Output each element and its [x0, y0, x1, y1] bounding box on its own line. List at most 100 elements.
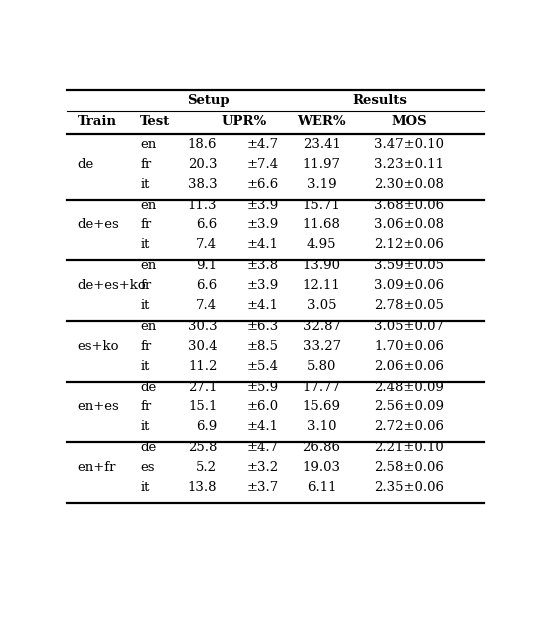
- Text: 19.03: 19.03: [302, 461, 341, 474]
- Text: 2.48±0.09: 2.48±0.09: [374, 380, 444, 394]
- Text: 3.47±0.10: 3.47±0.10: [374, 138, 444, 151]
- Text: 15.69: 15.69: [302, 401, 341, 413]
- Text: ±4.1: ±4.1: [246, 239, 279, 251]
- Text: 2.78±0.05: 2.78±0.05: [374, 299, 444, 312]
- Text: 13.90: 13.90: [302, 259, 341, 272]
- Text: ±3.9: ±3.9: [246, 218, 279, 232]
- Text: Test: Test: [140, 115, 171, 128]
- Text: ±3.2: ±3.2: [246, 461, 279, 474]
- Text: ±3.7: ±3.7: [246, 481, 279, 494]
- Text: en: en: [140, 198, 157, 212]
- Text: 6.11: 6.11: [307, 481, 336, 494]
- Text: 11.3: 11.3: [188, 198, 217, 212]
- Text: en+fr: en+fr: [77, 461, 116, 474]
- Text: 2.58±0.06: 2.58±0.06: [374, 461, 444, 474]
- Text: 3.19: 3.19: [307, 178, 336, 191]
- Text: 2.72±0.06: 2.72±0.06: [374, 420, 444, 433]
- Text: 2.06±0.06: 2.06±0.06: [374, 360, 444, 373]
- Text: ±4.7: ±4.7: [246, 138, 279, 151]
- Text: 15.1: 15.1: [188, 401, 217, 413]
- Text: 2.56±0.09: 2.56±0.09: [374, 401, 444, 413]
- Text: 23.41: 23.41: [303, 138, 341, 151]
- Text: ±4.1: ±4.1: [246, 299, 279, 312]
- Text: 6.6: 6.6: [196, 279, 217, 292]
- Text: ±3.8: ±3.8: [246, 259, 279, 272]
- Text: de: de: [140, 380, 157, 394]
- Text: 6.6: 6.6: [196, 218, 217, 232]
- Text: 3.05: 3.05: [307, 299, 336, 312]
- Text: ±6.3: ±6.3: [246, 320, 279, 333]
- Text: ±7.4: ±7.4: [246, 158, 279, 171]
- Text: de: de: [140, 441, 157, 454]
- Text: 33.27: 33.27: [302, 340, 341, 353]
- Text: ±4.1: ±4.1: [246, 420, 279, 433]
- Text: 25.8: 25.8: [188, 441, 217, 454]
- Text: Results: Results: [352, 94, 407, 107]
- Text: 18.6: 18.6: [188, 138, 217, 151]
- Text: 7.4: 7.4: [196, 239, 217, 251]
- Text: 9.1: 9.1: [196, 259, 217, 272]
- Text: 30.4: 30.4: [188, 340, 217, 353]
- Text: 2.30±0.08: 2.30±0.08: [374, 178, 444, 191]
- Text: es: es: [140, 461, 155, 474]
- Text: MOS: MOS: [391, 115, 427, 128]
- Text: 3.68±0.06: 3.68±0.06: [374, 198, 444, 212]
- Text: 3.05±0.07: 3.05±0.07: [374, 320, 444, 333]
- Text: ±4.7: ±4.7: [246, 441, 279, 454]
- Text: 2.12±0.06: 2.12±0.06: [374, 239, 444, 251]
- Text: es+ko: es+ko: [77, 340, 119, 353]
- Text: ±8.5: ±8.5: [246, 340, 279, 353]
- Text: ±3.9: ±3.9: [246, 198, 279, 212]
- Text: ±5.4: ±5.4: [246, 360, 279, 373]
- Text: 3.09±0.06: 3.09±0.06: [374, 279, 444, 292]
- Text: 3.10: 3.10: [307, 420, 336, 433]
- Text: 27.1: 27.1: [188, 380, 217, 394]
- Text: 4.95: 4.95: [307, 239, 336, 251]
- Text: WER%: WER%: [298, 115, 346, 128]
- Text: en: en: [140, 320, 157, 333]
- Text: 5.80: 5.80: [307, 360, 336, 373]
- Text: ±6.0: ±6.0: [246, 401, 279, 413]
- Text: 30.3: 30.3: [188, 320, 217, 333]
- Text: de: de: [77, 158, 94, 171]
- Text: 13.8: 13.8: [188, 481, 217, 494]
- Text: 3.59±0.05: 3.59±0.05: [374, 259, 444, 272]
- Text: UPR%: UPR%: [222, 115, 267, 128]
- Text: de+es+ko: de+es+ko: [77, 279, 146, 292]
- Text: 11.68: 11.68: [303, 218, 341, 232]
- Text: en: en: [140, 138, 157, 151]
- Text: 7.4: 7.4: [196, 299, 217, 312]
- Text: 15.71: 15.71: [303, 198, 341, 212]
- Text: it: it: [140, 299, 150, 312]
- Text: Train: Train: [77, 115, 117, 128]
- Text: 26.86: 26.86: [302, 441, 341, 454]
- Text: 2.21±0.10: 2.21±0.10: [374, 441, 444, 454]
- Text: 6.9: 6.9: [196, 420, 217, 433]
- Text: it: it: [140, 239, 150, 251]
- Text: 38.3: 38.3: [188, 178, 217, 191]
- Text: it: it: [140, 481, 150, 494]
- Text: fr: fr: [140, 158, 152, 171]
- Text: it: it: [140, 420, 150, 433]
- Text: en+es: en+es: [77, 401, 119, 413]
- Text: 2.35±0.06: 2.35±0.06: [374, 481, 444, 494]
- Text: 1.70±0.06: 1.70±0.06: [374, 340, 444, 353]
- Text: fr: fr: [140, 279, 152, 292]
- Text: fr: fr: [140, 218, 152, 232]
- Text: Setup: Setup: [187, 94, 229, 107]
- Text: 12.11: 12.11: [303, 279, 341, 292]
- Text: 11.2: 11.2: [188, 360, 217, 373]
- Text: 17.77: 17.77: [302, 380, 341, 394]
- Text: 5.2: 5.2: [196, 461, 217, 474]
- Text: de+es: de+es: [77, 218, 119, 232]
- Text: en: en: [140, 259, 157, 272]
- Text: 32.87: 32.87: [302, 320, 341, 333]
- Text: 11.97: 11.97: [302, 158, 341, 171]
- Text: 3.23±0.11: 3.23±0.11: [374, 158, 444, 171]
- Text: ±3.9: ±3.9: [246, 279, 279, 292]
- Text: fr: fr: [140, 401, 152, 413]
- Text: ±5.9: ±5.9: [246, 380, 279, 394]
- Text: fr: fr: [140, 340, 152, 353]
- Text: 20.3: 20.3: [188, 158, 217, 171]
- Text: 3.06±0.08: 3.06±0.08: [374, 218, 444, 232]
